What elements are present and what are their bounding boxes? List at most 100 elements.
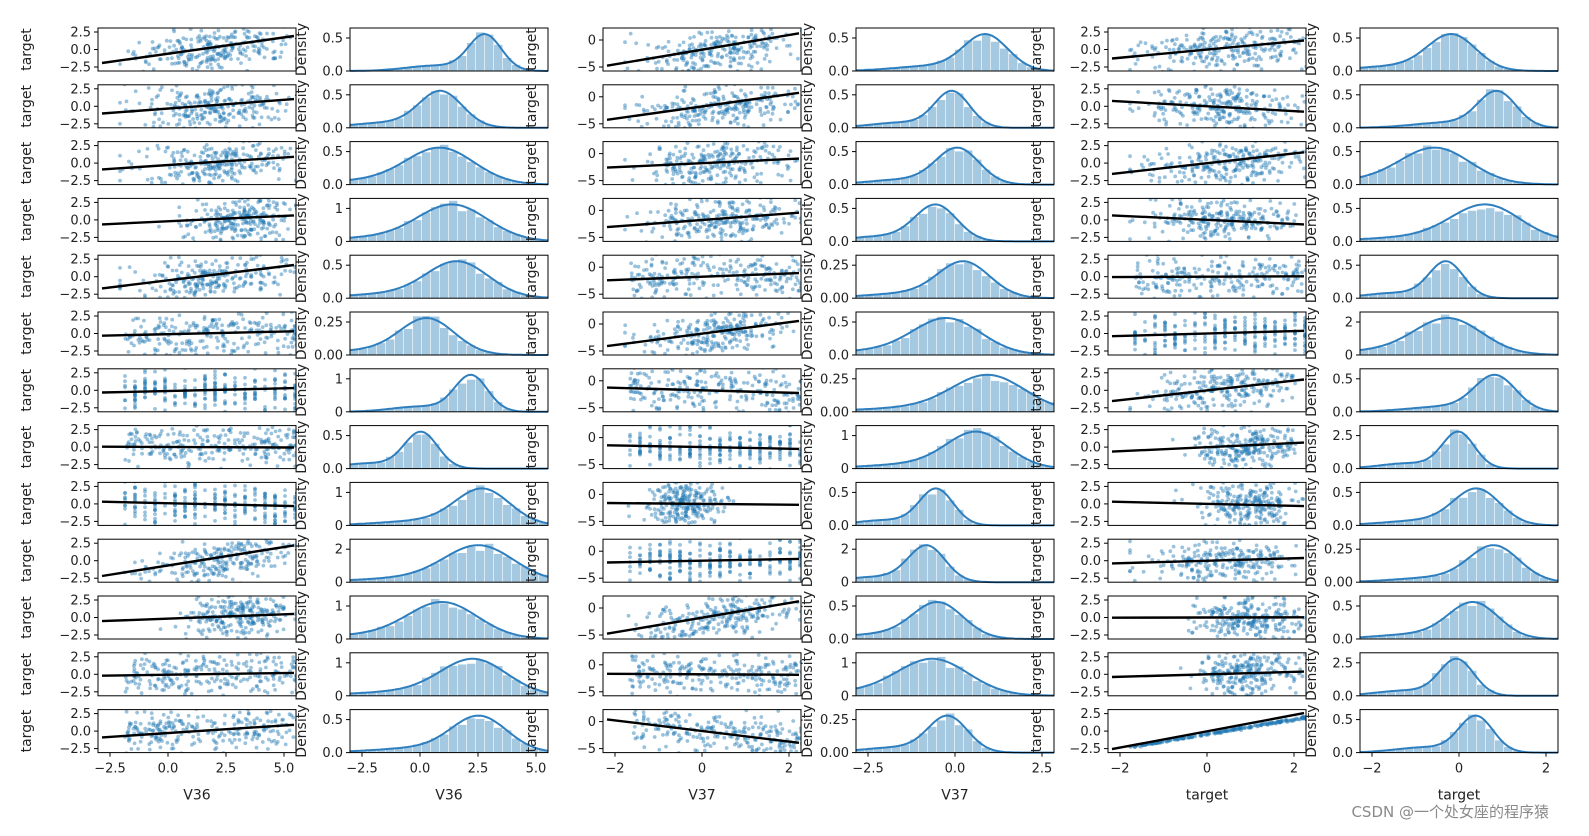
regression-line — [101, 155, 295, 171]
y-axis-label: target — [1029, 28, 1045, 71]
x-tick-label: 2.5 — [1032, 762, 1053, 777]
y-axis-label: target — [1029, 198, 1045, 241]
histogram-bars — [1360, 376, 1558, 412]
y-axis-label: Density — [800, 136, 816, 189]
y-tick-label: 0.0 — [70, 497, 91, 512]
regression-line — [606, 444, 800, 451]
y-tick-label: 0.0 — [1080, 611, 1101, 626]
y-tick-label: 2.5 — [1080, 594, 1101, 609]
y-tick-label: 0.0 — [70, 725, 91, 740]
kde-curve — [349, 260, 549, 299]
axes-frame — [602, 425, 802, 470]
scatter-panel-r9c3: 0 −5 target — [524, 481, 802, 530]
axes-frame — [1359, 538, 1559, 583]
scatter-panel-r3c1: 2.5 0.0 −2.5 target — [19, 139, 297, 189]
y-tick-label: 0.0 — [70, 213, 91, 228]
histogram-bars — [856, 713, 1018, 753]
axes-frame — [1359, 368, 1559, 413]
y-axis-label: target — [524, 255, 540, 298]
density-panel-r10c2: 2 0 Density — [294, 534, 549, 591]
x-tick-label: −2 — [605, 762, 624, 777]
axes-frame — [855, 538, 1055, 583]
density-panel-r3c4: 0.5 0.0 Density — [800, 136, 1055, 193]
y-axis-label: Density — [294, 477, 310, 530]
axes-frame — [349, 311, 549, 356]
regression-line — [101, 500, 295, 508]
density-panel-r9c4: 0.5 0.0 Density — [800, 477, 1055, 534]
regression-line — [101, 445, 295, 449]
y-tick-label: 0.0 — [828, 349, 849, 364]
y-tick-label: 1 — [841, 656, 849, 671]
scatter-panel-r5c5: 2.5 0.0 −2.5 target — [1029, 253, 1307, 303]
kde-curve — [1359, 601, 1558, 640]
density-panel-r4c4: 0.5 0.0 Density — [800, 193, 1055, 250]
y-axis-label: Density — [294, 136, 310, 189]
kde-curve — [1360, 373, 1559, 413]
y-tick-label: −2.5 — [59, 458, 91, 473]
y-tick-label: 0.0 — [828, 235, 849, 250]
histogram-bars — [350, 543, 548, 583]
histogram-bars — [350, 434, 485, 469]
kde-curve — [855, 373, 1055, 411]
scatter-points — [623, 198, 801, 242]
y-axis-label: target — [524, 28, 540, 71]
y-tick-label: 2.5 — [1080, 480, 1101, 495]
regression-line — [1111, 39, 1305, 60]
y-tick-label: 2.5 — [1080, 82, 1101, 97]
scatter-panel-r12c5: 2.5 0.0 −2.5 target — [1029, 650, 1307, 700]
y-tick-label: 2.5 — [1080, 196, 1101, 211]
x-tick-label: −2.5 — [852, 762, 884, 777]
y-tick-label: 2.5 — [1080, 537, 1101, 552]
x-tick-label: 0.0 — [945, 762, 966, 777]
y-tick-label: 1 — [335, 486, 343, 501]
axes-frame — [1107, 652, 1307, 697]
y-axis-label: target — [1029, 596, 1045, 639]
axes-frame — [1107, 481, 1307, 526]
y-axis-label: target — [19, 425, 35, 468]
kde-curve — [349, 487, 549, 526]
y-tick-label: −2.5 — [1069, 401, 1101, 416]
y-axis-label: target — [19, 141, 35, 184]
scatter-points — [1128, 141, 1306, 185]
y-axis-label: target — [19, 85, 35, 128]
x-axis-label: V36 — [183, 788, 210, 804]
regression-line — [606, 557, 800, 564]
axes-frame — [602, 141, 802, 186]
scatter-points — [626, 482, 736, 526]
histogram-bars — [1360, 145, 1558, 185]
y-tick-label: 0.5 — [828, 202, 849, 217]
y-tick-label: −2.5 — [1069, 742, 1101, 757]
regression-line — [1111, 151, 1305, 176]
y-tick-label: 2.5 — [70, 537, 91, 552]
y-tick-label: 2.5 — [1080, 253, 1101, 268]
regression-line — [606, 211, 800, 229]
y-axis-label: Density — [1304, 534, 1320, 587]
y-axis-label: Density — [1304, 704, 1320, 757]
kde-curve — [855, 146, 1054, 186]
y-tick-label: 2.5 — [70, 82, 91, 97]
y-tick-label: 0 — [841, 576, 849, 591]
y-tick-label: 0.5 — [828, 32, 849, 47]
y-tick-label: −5 — [577, 685, 596, 700]
kde-curve — [350, 373, 548, 413]
y-axis-label: target — [524, 653, 540, 696]
y-tick-label: 0.0 — [1332, 292, 1353, 307]
y-tick-label: 0.0 — [1332, 746, 1353, 761]
scatter-points — [118, 255, 296, 299]
y-tick-label: 0.0 — [1332, 121, 1353, 136]
y-tick-label: 2.5 — [70, 139, 91, 154]
kde-curve — [1359, 317, 1559, 356]
regression-line — [101, 263, 295, 290]
y-axis-label: Density — [800, 420, 816, 473]
scatter-points — [629, 255, 801, 299]
y-axis-label: Density — [294, 80, 310, 133]
kde-curve — [349, 714, 549, 753]
scatter-panel-r13c5: 2.5 0.0 −2.5 target — [1029, 707, 1307, 757]
y-tick-label: 2 — [841, 543, 849, 558]
regression-line — [101, 671, 295, 677]
axes-frame — [855, 481, 1055, 526]
axes-frame — [349, 27, 549, 72]
y-tick-label: 0.0 — [1080, 554, 1101, 569]
x-tick-label: −2.5 — [94, 762, 126, 777]
y-axis-label: target — [19, 539, 35, 582]
